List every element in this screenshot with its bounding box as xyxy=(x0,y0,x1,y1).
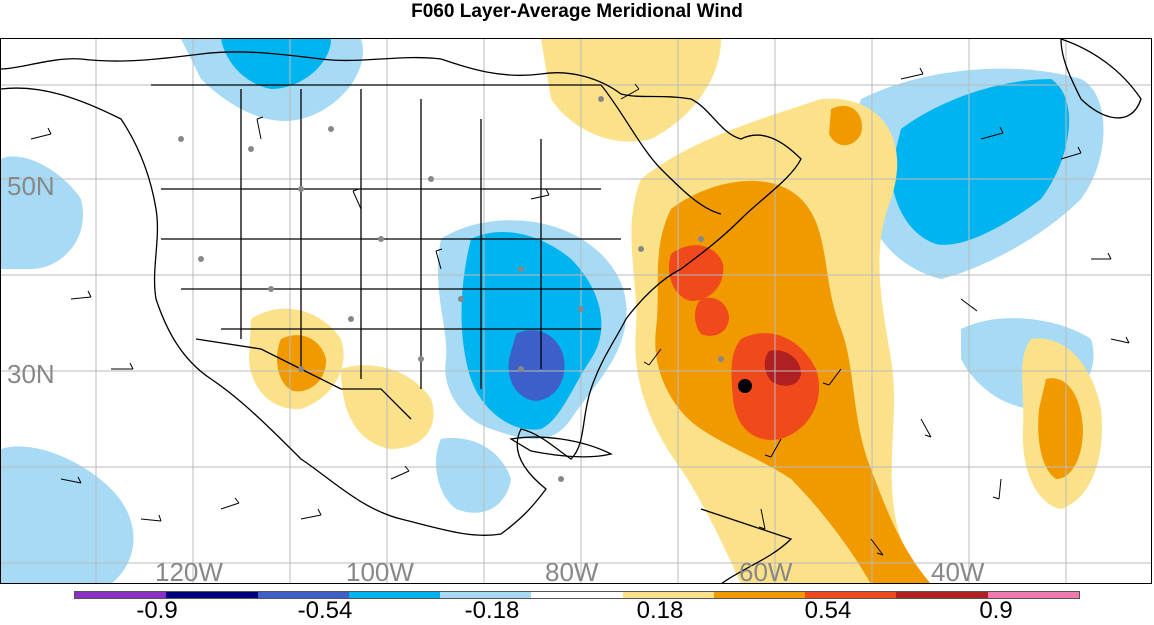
cuba-outline xyxy=(509,436,613,458)
us-mexico-border xyxy=(195,338,412,420)
station-dots xyxy=(178,96,724,482)
station-dot xyxy=(378,236,384,242)
wind-barb xyxy=(435,248,443,270)
colorbar-swatch xyxy=(75,592,167,598)
station-dot xyxy=(638,246,644,252)
orange-region-east-atlantic xyxy=(1038,378,1083,479)
greenland-outline xyxy=(1060,39,1142,119)
lat-label-30n: 30N xyxy=(7,359,55,389)
station-dot xyxy=(418,356,424,362)
colorbar-swatch xyxy=(440,592,532,598)
wind-barb xyxy=(352,188,362,210)
wind-barb xyxy=(300,508,322,520)
wind-barb xyxy=(70,290,92,300)
wind-barb xyxy=(980,126,1004,140)
station-dot xyxy=(348,316,354,322)
colorbar-label: 0.18 xyxy=(636,597,684,624)
wind-barb xyxy=(764,438,782,458)
colorbar-label: -0.9 xyxy=(136,597,178,624)
colorbar-swatch xyxy=(896,592,988,598)
colorbar-label: -0.54 xyxy=(297,597,353,624)
wind-barb xyxy=(390,465,410,480)
map-panel: 50N 30N 120W 100W 80W 60W 40W xyxy=(0,38,1152,584)
colorbar-label: 0.54 xyxy=(804,597,852,624)
wind-barb xyxy=(1060,146,1082,160)
station-dot xyxy=(198,256,204,262)
lon-label-80w: 80W xyxy=(545,557,599,584)
station-dot xyxy=(268,286,274,292)
contour-fills xyxy=(1,39,1104,583)
wind-barb xyxy=(140,514,162,522)
dark-red-region-atlantic xyxy=(764,350,801,386)
lat-label-50n: 50N xyxy=(7,171,55,201)
wind-barb xyxy=(758,508,766,530)
blue-region-west-coast xyxy=(221,39,331,89)
red-region-atlantic-north xyxy=(669,245,724,301)
wind-barb xyxy=(256,116,264,140)
storm-center-marker xyxy=(738,379,752,393)
light-blue-region-north-west xyxy=(1,156,83,269)
station-dot xyxy=(718,356,724,362)
wind-barbs xyxy=(30,67,1130,556)
lon-label-40w: 40W xyxy=(931,557,985,584)
colorbar xyxy=(74,591,1080,599)
wind-field-map xyxy=(1,39,1151,583)
wind-barb xyxy=(530,188,550,200)
station-dot xyxy=(578,306,584,312)
colorbar-swatch xyxy=(257,592,349,598)
colorbar-label: 0.9 xyxy=(979,597,1013,624)
orange-region-newfoundland xyxy=(829,105,862,146)
colorbar-swatch xyxy=(166,592,258,598)
wind-barb xyxy=(900,67,924,80)
wind-barb xyxy=(920,418,932,438)
station-dot xyxy=(558,476,564,482)
wind-barb xyxy=(992,478,1002,500)
colorbar-swatch xyxy=(713,592,806,598)
red-region-atlantic-mid xyxy=(695,297,729,336)
dark-blue-region-southeast xyxy=(508,330,565,401)
station-dot xyxy=(518,266,524,272)
colorbar-swatch xyxy=(531,592,623,598)
wind-barb xyxy=(620,83,640,100)
north-america-coastline xyxy=(1,51,802,536)
colorbar-swatch xyxy=(348,592,441,598)
station-dot xyxy=(298,366,304,372)
wind-barb xyxy=(60,476,82,484)
blue-region-north-atlantic xyxy=(891,79,1070,245)
lon-label-60w: 60W xyxy=(739,557,793,584)
us-canada-border xyxy=(151,84,722,215)
colorbar-label: -0.18 xyxy=(464,597,520,624)
station-dot xyxy=(698,236,704,242)
lon-label-100w: 100W xyxy=(346,557,414,584)
station-dot xyxy=(428,176,434,182)
wind-barb xyxy=(960,298,978,312)
wind-barb xyxy=(1110,336,1130,344)
colorbar-swatch xyxy=(987,592,1079,598)
colorbar-swatch xyxy=(805,592,897,598)
wind-barb xyxy=(643,348,662,366)
light-blue-region-gulf xyxy=(436,438,511,513)
coastlines-and-borders xyxy=(1,39,1142,583)
colorbar-swatch xyxy=(622,592,714,598)
station-dot xyxy=(248,146,254,152)
yellow-region-north xyxy=(541,39,721,142)
south-america-coastline xyxy=(700,508,793,583)
map-title: F060 Layer-Average Meridional Wind xyxy=(411,1,743,22)
lon-label-120w: 120W xyxy=(155,557,223,584)
wind-barb xyxy=(1091,252,1112,260)
wind-barb xyxy=(30,127,52,140)
station-dot xyxy=(178,136,184,142)
wind-barb xyxy=(220,497,240,510)
station-dot xyxy=(328,126,334,132)
station-dot xyxy=(518,366,524,372)
station-dot xyxy=(298,186,304,192)
wind-barb xyxy=(870,538,884,556)
station-dot xyxy=(458,296,464,302)
wind-barb xyxy=(111,362,134,370)
light-blue-region-southwest xyxy=(1,446,134,583)
wind-barb xyxy=(822,368,842,386)
station-dot xyxy=(598,96,604,102)
